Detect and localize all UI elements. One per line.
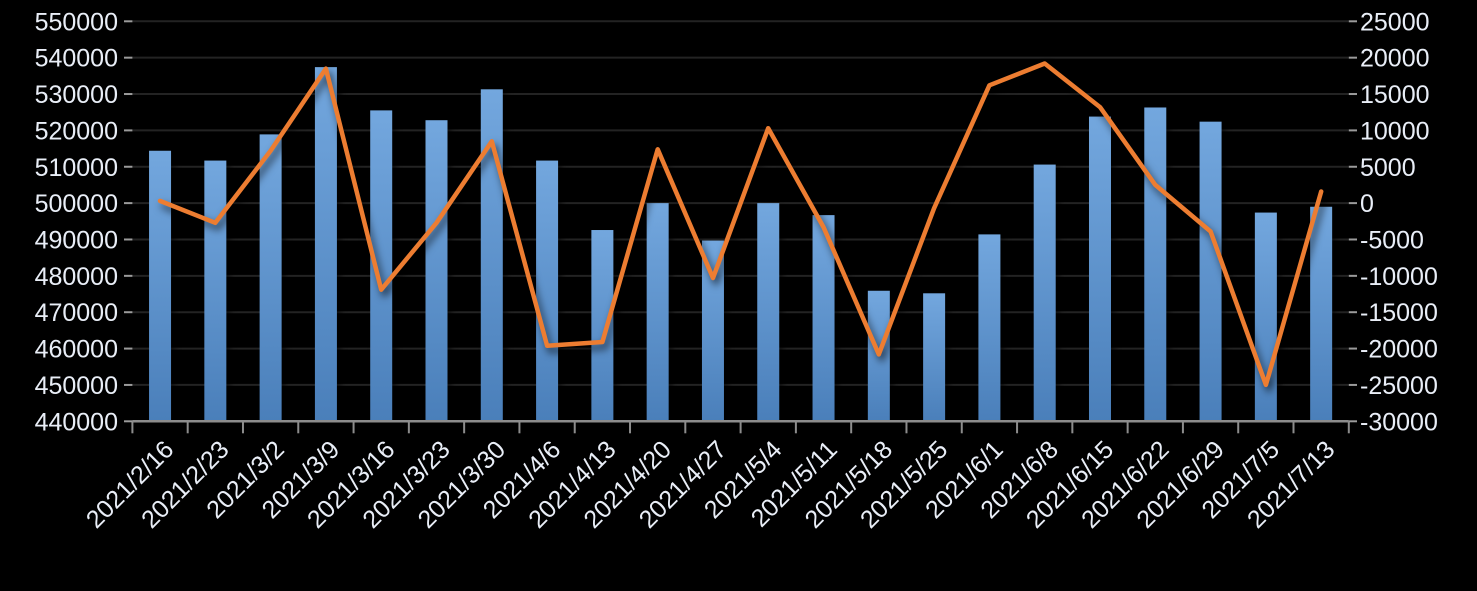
bar-2021/3/2[interactable]: [259, 134, 282, 422]
y-axis-label-left: 450000: [35, 372, 118, 400]
y-axis-label-right: -5000: [1360, 226, 1424, 254]
bar-2021/5/11[interactable]: [812, 215, 835, 422]
bar-2021/5/4[interactable]: [757, 203, 780, 422]
y-axis-label-right: -15000: [1360, 299, 1438, 327]
bar-2021/2/16[interactable]: [149, 150, 172, 422]
y-axis-label-right: -10000: [1360, 263, 1438, 291]
bar-2021/3/23[interactable]: [425, 120, 448, 422]
bar-2021/6/29[interactable]: [1199, 121, 1222, 422]
line-series: [157, 61, 1324, 388]
x-axis: [124, 20, 1357, 434]
y-axis-label-right: 5000: [1360, 154, 1416, 182]
y-axis-label-left: 470000: [35, 299, 118, 327]
y-axis-label-left: 550000: [35, 8, 118, 36]
bar-2021/3/30[interactable]: [480, 89, 503, 422]
bar-2021/6/8[interactable]: [1033, 164, 1056, 422]
bar-2021/4/27[interactable]: [701, 240, 724, 422]
y-axis-label-left: 520000: [35, 117, 118, 145]
y-axis-label-right: -30000: [1360, 408, 1438, 436]
y-axis-label-left: 510000: [35, 154, 118, 182]
bar-2021/7/5[interactable]: [1254, 212, 1277, 422]
bar-2021/4/20[interactable]: [646, 203, 669, 422]
y-axis-label-left: 460000: [35, 336, 118, 364]
y-axis-label-left: 490000: [35, 226, 118, 254]
bar-2021/6/22[interactable]: [1144, 107, 1167, 422]
bar-2021/4/6[interactable]: [536, 160, 559, 422]
y-axis-label-right: 20000: [1360, 45, 1430, 73]
bar-series: [149, 67, 1333, 422]
y-axis-label-right: 10000: [1360, 117, 1430, 145]
change-line[interactable]: [157, 61, 1324, 388]
y-axis-label-right: -20000: [1360, 336, 1438, 364]
y-axis-label-left: 480000: [35, 263, 118, 291]
bar-2021/7/13[interactable]: [1310, 206, 1333, 422]
y-axis-label-right: -25000: [1360, 372, 1438, 400]
y-axis-label-left: 440000: [35, 408, 118, 436]
axis-labels: 550000 540000 530000 520000 510000 500000 4900…: [35, 8, 1438, 534]
bar-2021/5/25[interactable]: [923, 293, 946, 422]
bar-2021/3/16[interactable]: [370, 110, 393, 422]
bar-2021/4/13[interactable]: [591, 230, 614, 422]
bar-2021/6/1[interactable]: [978, 234, 1001, 422]
y-axis-label-right: 25000: [1360, 8, 1430, 36]
y-axis-label-right: 15000: [1360, 81, 1430, 109]
bar-2021/6/15[interactable]: [1088, 116, 1111, 422]
y-axis-label-left: 540000: [35, 45, 118, 73]
y-axis-label-right: 0: [1360, 190, 1374, 218]
y-axis-label-left: 530000: [35, 81, 118, 109]
bar-2021/2/23[interactable]: [204, 160, 227, 422]
y-axis-label-left: 500000: [35, 190, 118, 218]
bar-2021/3/9[interactable]: [314, 67, 337, 422]
